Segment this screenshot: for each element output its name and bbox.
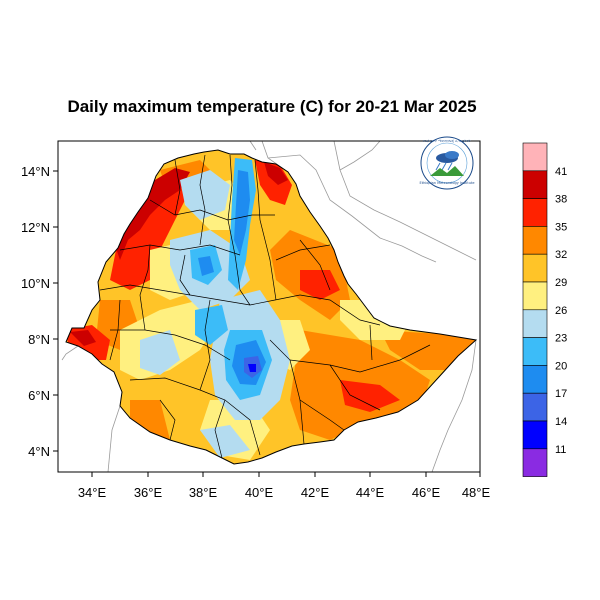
x-axis (91, 472, 481, 477)
x-tick-label: 44°E (356, 485, 385, 500)
y-axis (53, 170, 58, 452)
x-tick-label: 42°E (301, 485, 330, 500)
colorbar-swatch (522, 392, 548, 422)
colorbar-swatch (522, 309, 548, 338)
y-tick-label: 4°N (28, 444, 50, 459)
y-tick-label: 10°N (21, 276, 50, 291)
colorbar-swatch (522, 142, 548, 172)
y-tick-label: 12°N (21, 220, 50, 235)
colorbar-label: 32 (555, 249, 567, 261)
x-tick-label: 36°E (134, 485, 163, 500)
colorbar-swatch (522, 337, 548, 366)
colorbar-label: 23 (555, 333, 567, 345)
colorbar-swatch (522, 448, 548, 477)
colorbar-label: 35 (555, 221, 567, 233)
y-tick-label: 14°N (21, 164, 50, 179)
map-frame (57, 140, 481, 473)
colorbar-swatch (522, 226, 548, 255)
colorbar-swatch (522, 170, 548, 199)
colorbar-label: 26 (555, 305, 567, 317)
colorbar-swatch (522, 420, 548, 450)
x-tick-label: 46°E (412, 485, 441, 500)
logo-top-text: የኢትዮጵያ ሜቲዎሮሎጂ ኢንስቲትዩት (423, 139, 471, 143)
colorbar: 41 38 35 32 29 26 23 20 17 14 11 (522, 142, 567, 477)
x-tick-label: 34°E (78, 485, 107, 500)
x-tick-label: 48°E (462, 485, 491, 500)
colorbar-swatch (522, 281, 548, 311)
colorbar-label: 29 (555, 277, 567, 289)
y-tick-label: 8°N (28, 332, 50, 347)
x-tick-labels: 34°E 36°E 38°E 40°E 42°E 44°E 46°E 48°E (78, 485, 491, 500)
neighbor-borders (61, 140, 477, 473)
admin-boundaries (99, 154, 431, 459)
institute-logo: የኢትዮጵያ ሜቲዎሮሎጂ ኢንስቲትዩት Ethiopian Meteorol… (420, 136, 475, 190)
colorbar-swatch (522, 198, 548, 227)
y-tick-labels: 14°N 12°N 10°N 8°N 6°N 4°N (21, 164, 50, 459)
colorbar-label: 17 (555, 388, 567, 400)
logo-bottom-text: Ethiopian Meteorology Institute (420, 181, 475, 185)
x-tick-label: 40°E (245, 485, 274, 500)
colorbar-label: 14 (555, 416, 567, 428)
colorbar-label: 20 (555, 360, 567, 372)
colorbar-label: 41 (555, 166, 567, 178)
colorbar-swatch (522, 365, 548, 394)
x-tick-label: 38°E (189, 485, 218, 500)
colorbar-label: 11 (555, 444, 566, 456)
map-title: Daily maximum temperature (C) for 20-21 … (67, 97, 476, 116)
colorbar-label: 38 (555, 194, 567, 206)
y-tick-label: 6°N (28, 388, 50, 403)
colorbar-swatch (522, 253, 548, 283)
